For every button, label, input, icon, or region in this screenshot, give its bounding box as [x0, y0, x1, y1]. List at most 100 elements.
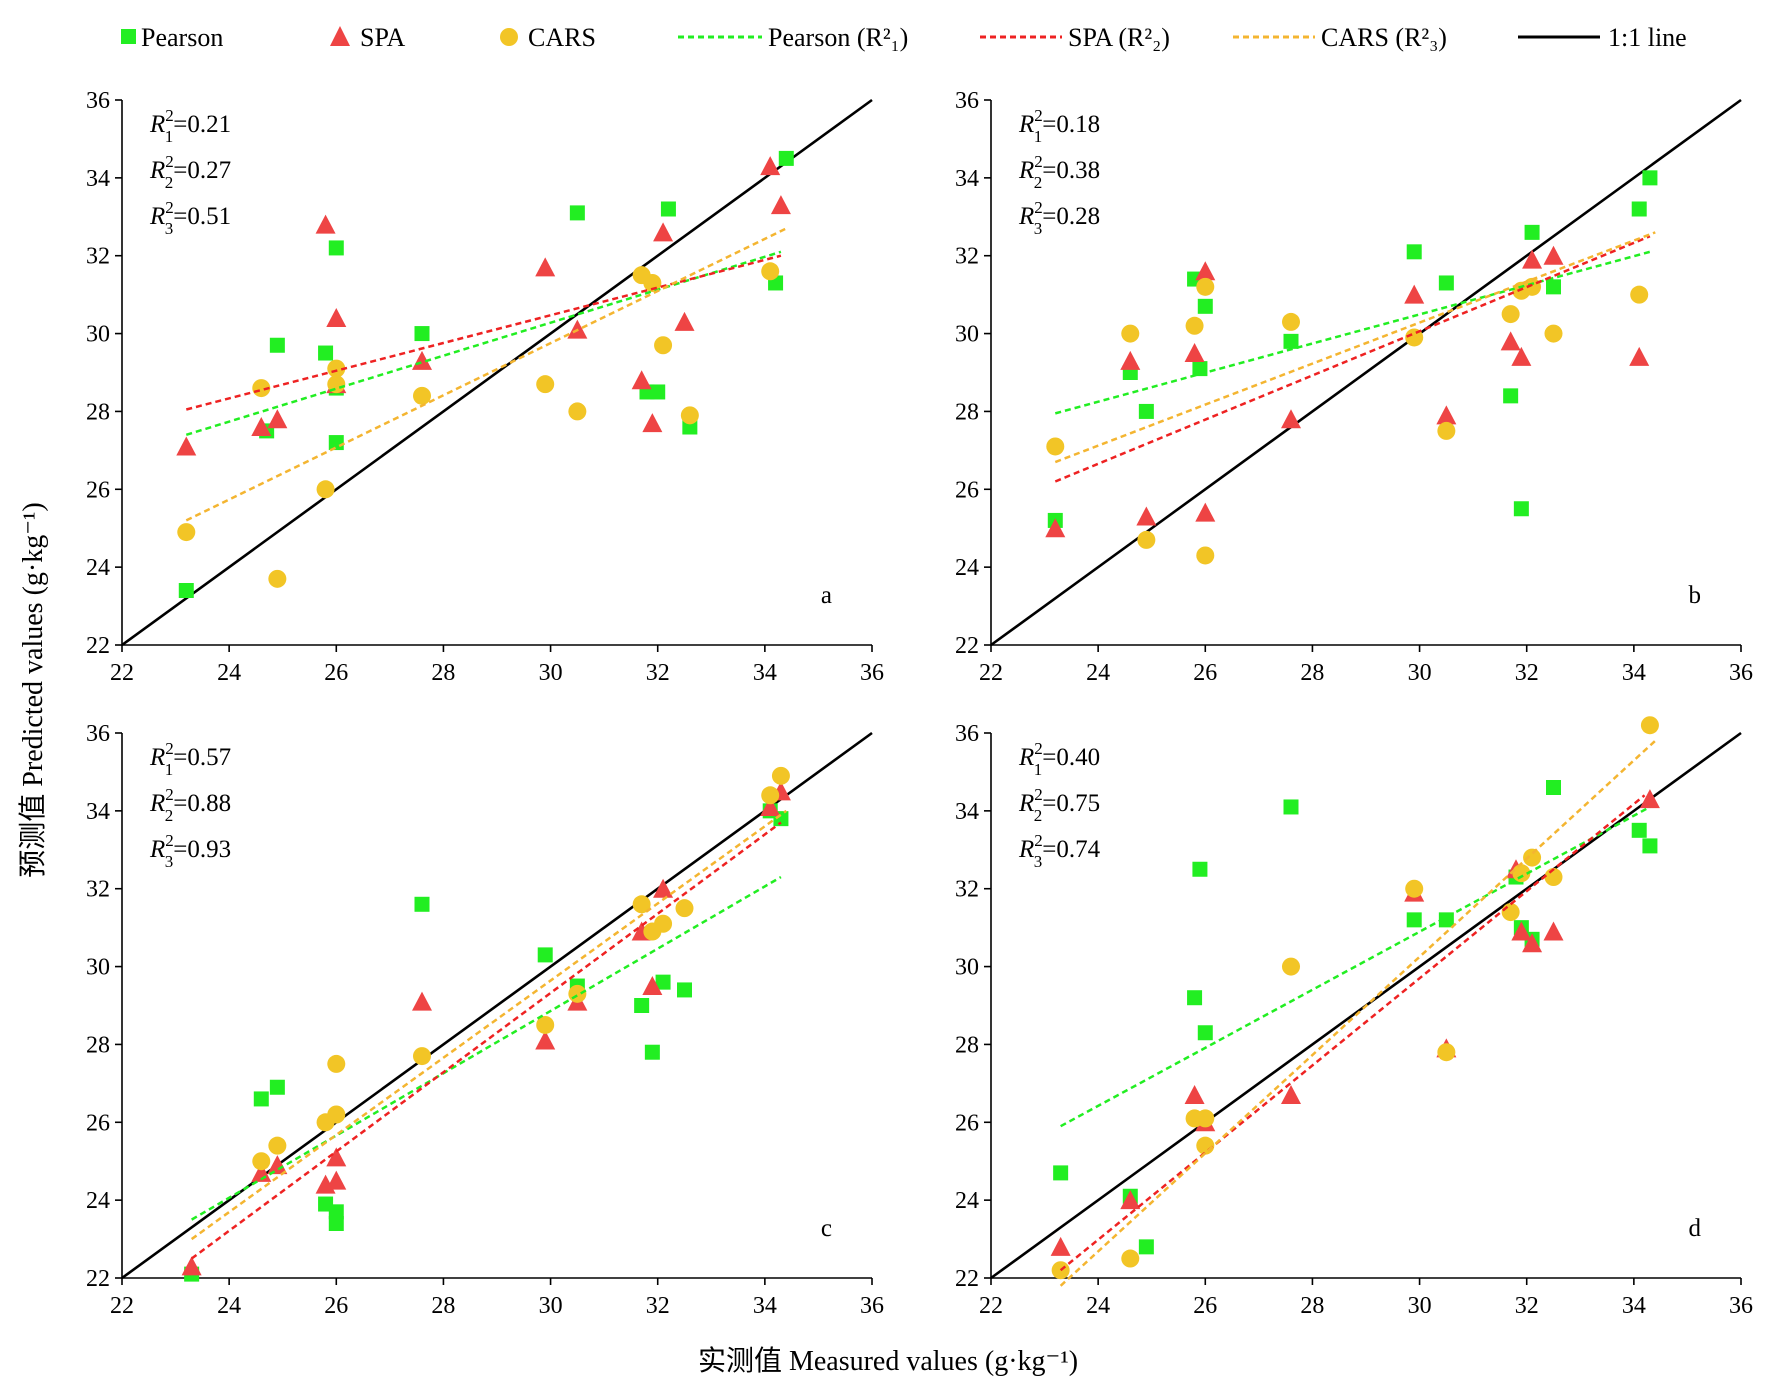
x-tick-label: 34 — [753, 1293, 777, 1319]
spa-point-12 — [760, 796, 781, 816]
spa-point-8 — [1436, 405, 1457, 425]
y-tick-label: 34 — [86, 799, 110, 825]
cars-point-4 — [327, 375, 346, 394]
y-tick-label: 22 — [955, 1266, 979, 1292]
cars-point-12 — [1640, 716, 1659, 735]
pearson-point-9 — [1503, 388, 1519, 404]
cars-point-6 — [536, 1015, 555, 1034]
cars-point-8 — [1501, 903, 1520, 922]
pearson-point-12 — [778, 150, 794, 166]
pearson-point-6 — [414, 326, 430, 342]
pearson-point-13 — [1631, 201, 1647, 217]
cars-point-2 — [1137, 530, 1156, 549]
legend-cars-marker — [500, 28, 518, 46]
x-tick-label: 32 — [646, 660, 670, 686]
cars-point-9 — [1512, 864, 1531, 883]
cars-point-5 — [327, 359, 346, 378]
pearson-point-7 — [569, 205, 585, 221]
pearson-point-13 — [650, 384, 666, 400]
pearson-point-11 — [655, 974, 671, 990]
pearson-point-2 — [269, 337, 285, 353]
y-tick-label: 26 — [955, 477, 979, 503]
y-tick-label: 26 — [86, 1110, 110, 1136]
y-tick-label: 22 — [86, 1266, 110, 1292]
x-tick-label: 22 — [979, 1293, 1003, 1319]
cars-point-7 — [568, 984, 587, 1003]
x-tick-label: 24 — [1086, 660, 1110, 686]
y-tick-label: 34 — [955, 799, 979, 825]
cars-point-0 — [1046, 437, 1065, 456]
pearson-point-3 — [318, 345, 334, 361]
cars-point-7 — [1405, 328, 1424, 347]
x-tick-label: 28 — [431, 1293, 455, 1319]
y-tick-label: 32 — [86, 877, 110, 903]
x-tick-label: 24 — [217, 660, 241, 686]
y-tick-label: 28 — [955, 1032, 979, 1058]
spa-point-11 — [1639, 789, 1660, 809]
legend-spa-label: SPA — [360, 23, 406, 52]
spa-point-4 — [326, 308, 347, 327]
y-tick-label: 34 — [955, 166, 979, 192]
panel-letter: c — [821, 1215, 832, 1242]
pearson-point-13 — [1631, 822, 1647, 838]
spa-point-11 — [653, 878, 674, 898]
x-tick-label: 30 — [539, 1293, 563, 1319]
pearson-point-0 — [178, 583, 194, 598]
spa-point-10 — [1511, 346, 1532, 366]
r2-label-2: R2 2=0.38 — [1018, 152, 1100, 192]
one-to-one-line — [121, 731, 873, 1280]
x-tick-label: 24 — [1086, 1293, 1110, 1319]
panel-letter: a — [821, 582, 832, 609]
pearson-point-4 — [1192, 861, 1208, 877]
spa-point-9 — [1500, 331, 1521, 351]
pearson-point-8 — [1438, 275, 1454, 291]
pearson-point-14 — [1642, 838, 1658, 854]
x-tick-label: 28 — [1300, 1293, 1324, 1319]
spa-point-1 — [1120, 1190, 1141, 1210]
spa-point-3 — [1184, 343, 1205, 363]
spa-point-8 — [1511, 921, 1532, 941]
pearson-point-12 — [677, 982, 692, 998]
legend-spa-marker — [330, 26, 350, 46]
pearson-point-7 — [537, 947, 553, 963]
y-tick-label: 28 — [955, 399, 979, 425]
pearson-point-7 — [1406, 912, 1422, 928]
cars-point-2 — [268, 569, 287, 588]
y-axis-title: 预测值 Predicted values (g·kg⁻¹) — [17, 502, 49, 877]
y-tick-label: 32 — [955, 244, 979, 270]
cars-point-1 — [252, 379, 271, 398]
x-tick-label: 28 — [1300, 660, 1324, 686]
cars-point-1 — [268, 1136, 287, 1155]
legend-pearson-marker — [121, 29, 136, 44]
r2-label-1: R2 1=0.57 — [149, 739, 231, 779]
y-tick-label: 34 — [86, 166, 110, 192]
cars-point-0 — [177, 523, 196, 542]
r2-label-2: R2 2=0.88 — [149, 785, 231, 825]
pearson-point-6 — [1283, 799, 1299, 815]
y-tick-label: 30 — [955, 955, 979, 981]
spa-point-10 — [642, 413, 663, 433]
cars-point-3 — [1185, 316, 1204, 335]
spa-point-1 — [251, 417, 272, 436]
pearson-fit-line — [1054, 250, 1651, 415]
cars-point-5 — [413, 1047, 431, 1066]
pearson-point-12 — [1546, 279, 1561, 295]
spa-point-6 — [1281, 409, 1301, 429]
pearson-point-3 — [1187, 990, 1203, 1006]
x-tick-label: 22 — [979, 660, 1003, 686]
y-tick-label: 24 — [955, 1188, 979, 1214]
legend-cars-fit-label: CARS (R²₃) — [1321, 23, 1447, 52]
y-tick-label: 28 — [86, 1032, 110, 1058]
x-tick-label: 36 — [1729, 660, 1753, 686]
r2-label-2: R2 2=0.75 — [1018, 785, 1100, 825]
pearson-fit-line — [191, 875, 782, 1221]
y-tick-label: 32 — [955, 877, 979, 903]
spa-point-12 — [1543, 245, 1564, 265]
y-tick-label: 28 — [86, 399, 110, 425]
y-tick-label: 26 — [86, 477, 110, 503]
cars-point-1 — [1121, 324, 1140, 343]
x-tick-label: 26 — [1193, 660, 1217, 686]
cars-fit-line — [185, 227, 787, 522]
spa-point-4 — [1195, 261, 1216, 281]
